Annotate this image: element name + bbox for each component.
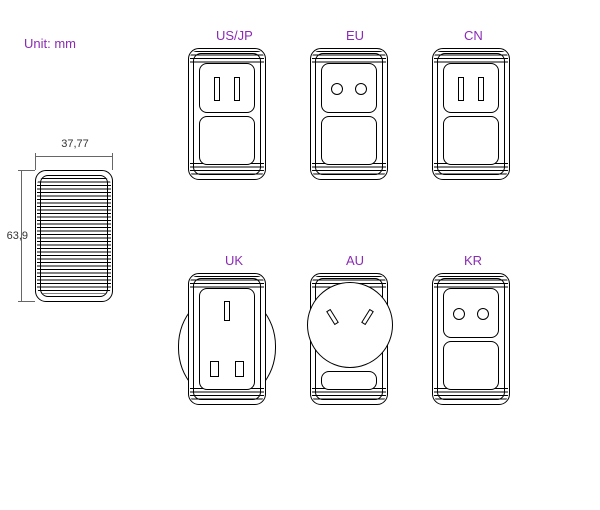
dim-height-label: 63,9	[0, 230, 28, 242]
adapter-usjp	[188, 48, 266, 180]
plug-top-panel	[199, 63, 255, 113]
dim-height-line	[21, 170, 22, 302]
blank-bot-panel	[443, 341, 499, 390]
pin-left	[458, 77, 464, 101]
unit-label: Unit: mm	[24, 36, 76, 51]
blank-bot-panel	[321, 371, 377, 390]
dim-width-ext-right	[112, 156, 113, 170]
label-eu: EU	[346, 28, 364, 43]
uk-pin-panel	[199, 288, 255, 390]
label-kr: KR	[464, 253, 482, 268]
plug-top-panel	[321, 63, 377, 113]
pin-right	[234, 77, 240, 101]
label-au: AU	[346, 253, 364, 268]
adapter-cn	[432, 48, 510, 180]
pin-left	[214, 77, 220, 101]
adapter-eu	[310, 48, 388, 180]
dim-width-label: 37,77	[55, 138, 95, 150]
uk-pin-right	[235, 361, 244, 377]
label-usjp: US/JP	[216, 28, 253, 43]
blank-bot-panel	[321, 116, 377, 165]
pin-left	[331, 83, 343, 95]
ref-inner	[40, 175, 108, 297]
dim-width-line	[35, 156, 113, 157]
plug-top-panel	[443, 288, 499, 338]
pin-right	[477, 308, 489, 320]
au-pin-left	[326, 309, 339, 325]
pin-right	[355, 83, 367, 95]
uk-pin-left	[210, 361, 219, 377]
adapter-uk	[188, 273, 266, 405]
dim-height-ext-bot	[21, 301, 35, 302]
blank-bot-panel	[199, 116, 255, 165]
dim-height-ext-top	[21, 170, 35, 171]
adapter-au	[310, 273, 388, 405]
au-plug-circle	[307, 282, 393, 368]
label-uk: UK	[225, 253, 243, 268]
adapter-kr	[432, 273, 510, 405]
reference-adapter	[35, 170, 113, 302]
plug-top-panel	[443, 63, 499, 113]
pin-right	[478, 77, 484, 101]
au-pin-right	[361, 309, 374, 325]
blank-bot-panel	[443, 116, 499, 165]
uk-ground-pin	[224, 301, 230, 321]
label-cn: CN	[464, 28, 483, 43]
pin-left	[453, 308, 465, 320]
dim-width-ext-left	[35, 156, 36, 170]
